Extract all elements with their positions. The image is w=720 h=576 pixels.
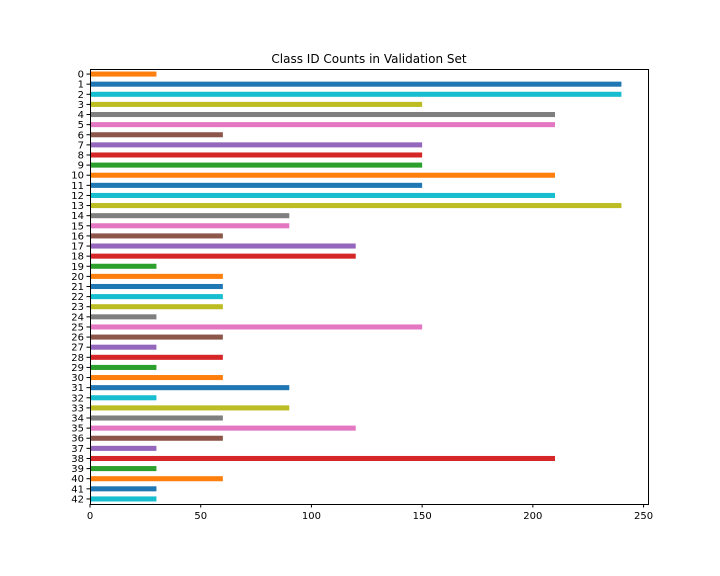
y-tick-label: 38 (71, 454, 84, 465)
bar-class-20 (90, 273, 223, 279)
bar-class-7 (90, 142, 423, 148)
bar-class-14 (90, 213, 290, 219)
bar-class-3 (90, 101, 423, 107)
y-tick-label: 27 (71, 343, 84, 354)
y-tick-label: 31 (71, 383, 84, 394)
y-tick-label: 34 (71, 414, 84, 425)
bar-class-15 (90, 223, 290, 229)
bar-class-35 (90, 425, 356, 431)
y-tick-label: 22 (71, 292, 84, 303)
y-tick-label: 1 (78, 80, 84, 91)
y-tick-label: 42 (71, 494, 84, 505)
x-tick-label: 150 (413, 511, 432, 522)
y-tick-label: 18 (71, 252, 84, 263)
y-tick-label: 8 (78, 150, 84, 161)
bar-class-6 (90, 132, 223, 138)
x-tick-label: 250 (634, 511, 653, 522)
y-tick-label: 16 (71, 231, 84, 242)
bars-layer (90, 71, 622, 502)
bar-class-24 (90, 314, 157, 320)
bar-class-29 (90, 364, 157, 370)
bar-class-19 (90, 263, 157, 269)
bar-class-27 (90, 344, 157, 350)
bar-class-18 (90, 253, 356, 259)
y-tick-label: 21 (71, 282, 84, 293)
y-tick-label: 36 (71, 434, 84, 445)
x-tick-label: 200 (523, 511, 542, 522)
y-tick-label: 33 (71, 403, 84, 414)
bar-class-0 (90, 71, 157, 77)
bar-class-13 (90, 203, 622, 209)
bar-class-28 (90, 354, 223, 360)
bar-class-30 (90, 375, 223, 381)
bar-class-11 (90, 182, 423, 188)
bar-class-2 (90, 91, 622, 97)
bar-class-39 (90, 466, 157, 472)
x-axis: 0 50 100 150 200 250 (87, 504, 653, 522)
y-tick-label: 26 (71, 333, 84, 344)
bar-class-31 (90, 385, 290, 391)
bar-class-32 (90, 395, 157, 401)
y-tick-label: 5 (78, 120, 84, 131)
bar-class-37 (90, 445, 157, 451)
bar-class-17 (90, 243, 356, 249)
y-tick-label: 20 (71, 272, 84, 283)
bar-class-21 (90, 283, 223, 290)
x-tick-label: 0 (87, 511, 93, 522)
y-tick-label: 37 (71, 444, 84, 455)
y-tick-label: 9 (78, 161, 84, 172)
y-tick-label: 17 (71, 242, 84, 253)
y-tick-label: 29 (71, 363, 84, 374)
y-tick-label: 7 (78, 140, 84, 151)
bar-class-34 (90, 415, 223, 421)
y-tick-label: 15 (71, 221, 84, 232)
y-tick-label: 40 (71, 474, 84, 485)
y-tick-label: 0 (78, 70, 84, 81)
bar-class-23 (90, 304, 223, 310)
y-tick-label: 35 (71, 424, 84, 435)
bar-class-38 (90, 455, 555, 462)
y-axis: 0123456789101112131415161718192021222324… (71, 70, 90, 505)
bar-class-8 (90, 152, 423, 158)
y-tick-label: 13 (71, 201, 84, 212)
bar-class-12 (90, 192, 555, 198)
bar-class-36 (90, 435, 223, 441)
bar-class-40 (90, 476, 223, 482)
y-tick-label: 25 (71, 322, 84, 333)
y-tick-label: 2 (78, 90, 84, 101)
bar-class-33 (90, 405, 290, 411)
y-tick-label: 28 (71, 353, 84, 364)
bar-class-26 (90, 334, 223, 340)
y-tick-label: 10 (71, 171, 84, 182)
bar-class-42 (90, 496, 157, 502)
bar-class-25 (90, 324, 423, 330)
y-tick-label: 32 (71, 393, 84, 404)
y-tick-label: 41 (71, 484, 84, 495)
y-tick-label: 14 (71, 211, 84, 222)
y-tick-label: 24 (71, 312, 84, 323)
bar-class-5 (90, 122, 555, 128)
bar-class-41 (90, 486, 157, 492)
y-tick-label: 6 (78, 130, 84, 141)
bar-class-9 (90, 162, 423, 168)
plot-frame (90, 69, 649, 505)
chart-title: Class ID Counts in Validation Set (271, 52, 467, 66)
y-tick-label: 19 (71, 262, 84, 273)
bar-class-1 (90, 81, 622, 87)
y-tick-label: 11 (71, 181, 84, 192)
y-tick-label: 12 (71, 191, 84, 202)
y-tick-label: 3 (78, 100, 84, 111)
x-tick-label: 50 (194, 511, 207, 522)
y-tick-label: 39 (71, 464, 84, 475)
bar-class-16 (90, 233, 223, 239)
y-tick-label: 30 (71, 373, 84, 384)
y-tick-label: 4 (78, 110, 84, 121)
bar-class-4 (90, 111, 555, 118)
y-tick-label: 23 (71, 302, 84, 313)
bar-class-10 (90, 172, 555, 178)
bar-class-22 (90, 294, 223, 300)
x-tick-label: 100 (302, 511, 321, 522)
